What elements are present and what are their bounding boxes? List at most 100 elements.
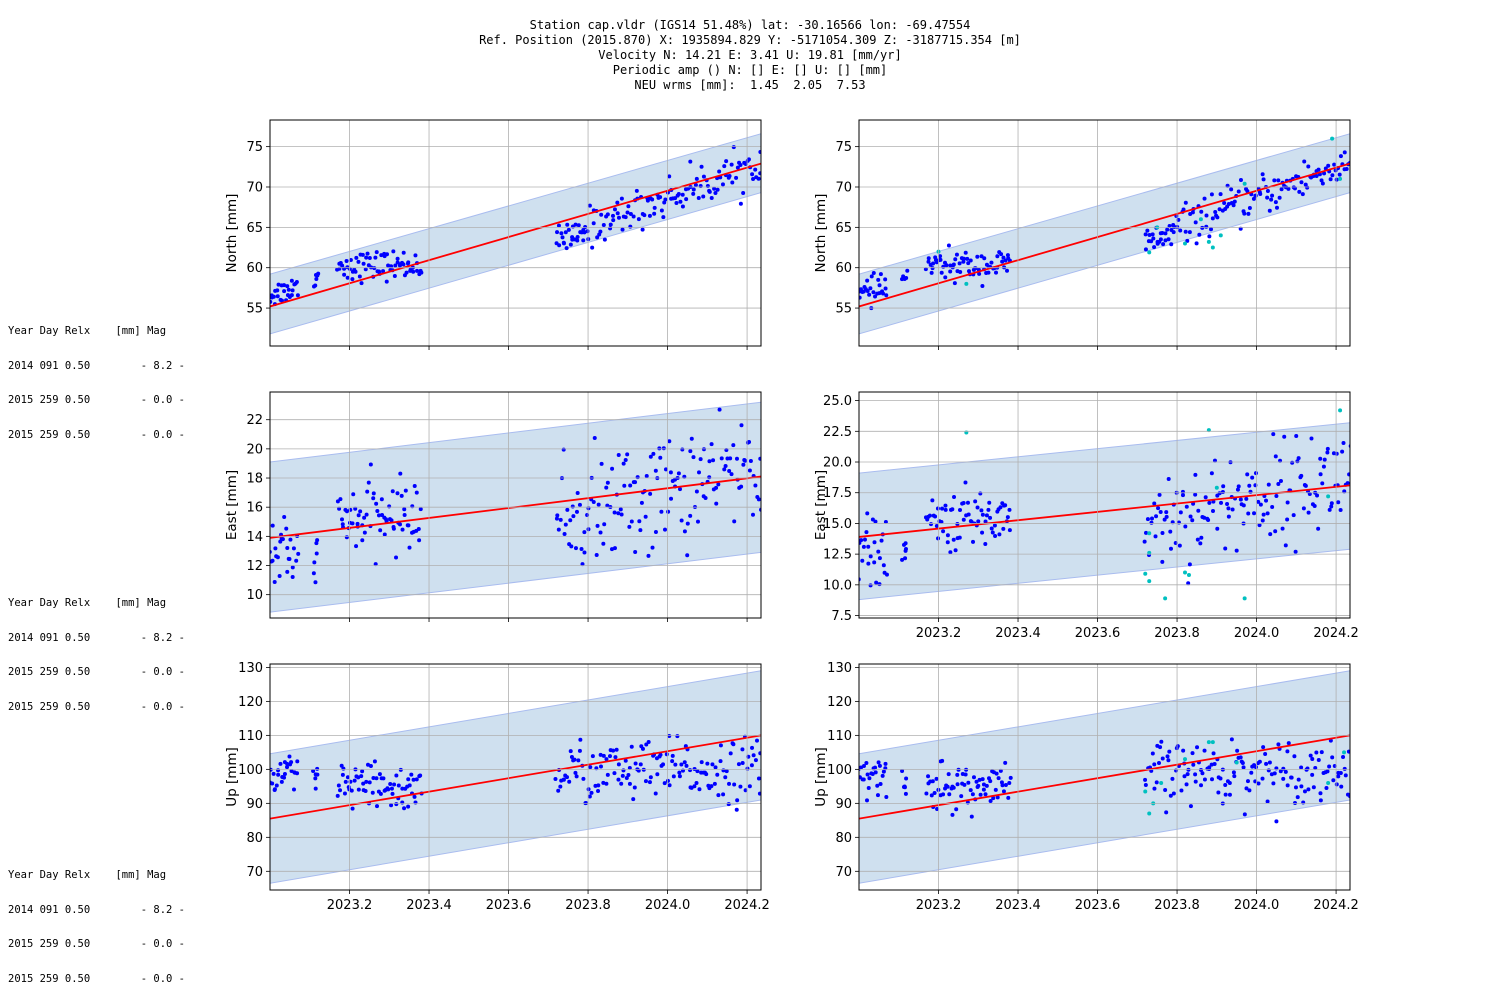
observation-point xyxy=(392,273,397,278)
observation-point xyxy=(1145,228,1150,233)
observation-point xyxy=(992,523,997,528)
observation-point xyxy=(1309,436,1314,441)
observation-point xyxy=(360,252,365,257)
observation-point xyxy=(978,491,983,496)
observation-point xyxy=(680,192,685,197)
observation-point xyxy=(286,287,291,292)
observation-point xyxy=(738,201,743,206)
observation-point xyxy=(1152,762,1157,767)
observation-point xyxy=(568,749,573,754)
observation-point xyxy=(403,488,408,493)
observation-point xyxy=(1314,174,1319,179)
observation-point xyxy=(1343,773,1348,778)
observation-point xyxy=(1283,769,1288,774)
observation-point xyxy=(877,556,882,561)
observation-point xyxy=(749,763,754,768)
observation-point xyxy=(629,519,634,524)
observation-point xyxy=(1303,483,1308,488)
observation-point xyxy=(707,459,712,464)
observation-point xyxy=(1244,786,1249,791)
observation-point xyxy=(1292,186,1297,191)
observation-point xyxy=(285,569,290,574)
observation-point xyxy=(865,278,870,283)
observation-point xyxy=(938,257,943,262)
observation-point xyxy=(1164,510,1169,515)
observation-point xyxy=(404,270,409,275)
observation-point xyxy=(658,752,663,757)
observation-point xyxy=(575,234,580,239)
observation-point xyxy=(871,271,876,276)
observation-point xyxy=(713,191,718,196)
observation-point xyxy=(616,762,621,767)
observation-point xyxy=(694,176,699,181)
x-tick-label: 2023.6 xyxy=(486,898,532,913)
model-trend-line xyxy=(859,484,1350,538)
x-tick-label: 2024.0 xyxy=(1234,626,1280,641)
observation-point xyxy=(1276,742,1281,747)
model-trend-line xyxy=(859,734,1350,820)
observation-point xyxy=(1278,478,1283,483)
observation-point xyxy=(667,439,672,444)
observation-point xyxy=(965,256,970,261)
observation-point xyxy=(557,243,562,248)
observation-point xyxy=(973,499,978,504)
y-tick-label: 15.0 xyxy=(823,517,852,532)
observation-point xyxy=(1003,503,1008,508)
observation-point xyxy=(1281,776,1286,781)
observation-point xyxy=(1241,765,1246,770)
observation-point xyxy=(410,504,415,509)
observation-point xyxy=(400,786,405,791)
observation-point xyxy=(662,527,667,532)
observation-point xyxy=(1339,784,1344,789)
observation-point xyxy=(978,792,983,797)
observation-point xyxy=(385,252,390,257)
observation-point xyxy=(380,513,385,518)
observation-point xyxy=(1209,192,1214,197)
observation-point xyxy=(930,266,935,271)
observation-point xyxy=(395,491,400,496)
observation-point xyxy=(970,792,975,797)
observation-point xyxy=(1159,739,1164,744)
observation-point xyxy=(1322,171,1327,176)
observation-point xyxy=(734,807,739,812)
observation-point xyxy=(359,281,364,286)
observation-point xyxy=(290,565,295,570)
observation-point xyxy=(1168,529,1173,534)
observation-point xyxy=(720,380,724,384)
observation-point xyxy=(1316,526,1321,531)
observation-point xyxy=(1305,766,1310,771)
observation-point xyxy=(740,761,745,766)
observation-point xyxy=(1247,788,1252,793)
observation-point xyxy=(697,470,702,475)
observation-point xyxy=(989,260,994,265)
observation-point xyxy=(554,516,559,521)
observation-point xyxy=(712,781,717,786)
observation-point xyxy=(723,775,728,780)
observation-point xyxy=(1001,255,1006,260)
observation-point xyxy=(371,491,376,496)
observation-point xyxy=(968,788,973,793)
observation-point xyxy=(976,519,981,524)
observation-point xyxy=(1190,210,1195,215)
observation-point xyxy=(313,283,318,288)
observation-point xyxy=(1158,237,1163,242)
observation-point xyxy=(903,541,908,546)
observation-point xyxy=(1178,510,1183,515)
observation-point xyxy=(616,777,621,782)
observation-point xyxy=(964,767,969,772)
observation-point xyxy=(635,475,640,480)
observation-point xyxy=(569,755,574,760)
y-tick-label: 12.5 xyxy=(823,548,852,563)
observation-point xyxy=(1200,771,1205,776)
observation-point xyxy=(673,196,678,201)
observation-point xyxy=(859,538,864,543)
observation-point xyxy=(966,269,971,274)
observation-point xyxy=(974,779,979,784)
observation-point xyxy=(1263,751,1268,756)
observation-point xyxy=(926,259,931,264)
observation-point xyxy=(951,537,956,542)
observation-point xyxy=(1157,492,1162,497)
observation-point xyxy=(867,292,872,297)
observation-point xyxy=(1291,513,1296,518)
observation-point xyxy=(1193,779,1198,784)
